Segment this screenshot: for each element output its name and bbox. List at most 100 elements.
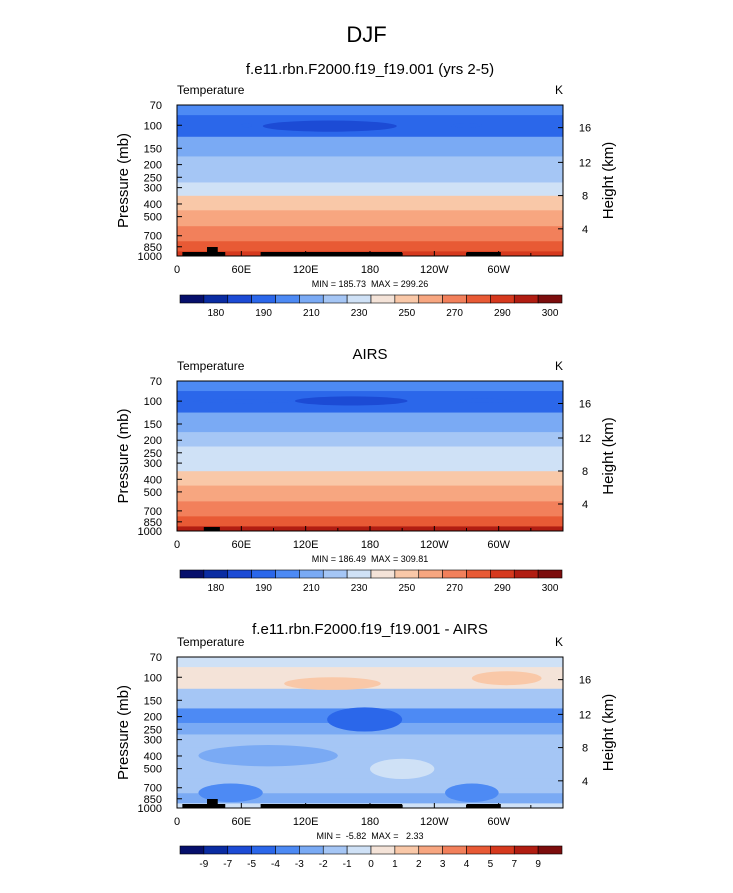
topography-mask — [182, 252, 226, 256]
colorbar-label: 270 — [446, 583, 463, 594]
y2-tick-label: 12 — [579, 433, 591, 445]
contour-patch — [327, 707, 403, 732]
colorbar-box — [490, 569, 515, 579]
colorbar-label: 290 — [494, 583, 511, 594]
level-band — [177, 105, 563, 116]
y-tick-label: 1000 — [138, 803, 162, 815]
colorbar-box — [513, 845, 539, 855]
y-tick-label: 500 — [144, 764, 162, 776]
contour-patch — [198, 745, 338, 767]
figure-title: DJF — [346, 22, 386, 47]
contour-patch — [262, 120, 397, 132]
plot-area — [177, 381, 563, 531]
x-tick-label: 60E — [232, 816, 252, 828]
y2-tick-label: 8 — [582, 466, 588, 478]
colorbar-label: 180 — [207, 308, 224, 319]
level-band — [177, 136, 563, 158]
y2-tick-label: 4 — [582, 224, 588, 236]
colorbar-label: -4 — [271, 859, 280, 870]
y-tick-label: 400 — [144, 751, 162, 763]
colorbar-label: 300 — [542, 308, 559, 319]
colorbar-box — [466, 569, 491, 579]
contour-patch — [450, 398, 515, 403]
panel-1: f.e11.rbn.F2000.f19_f19.001 (yrs 2-5)Tem… — [115, 61, 617, 319]
y-tick-label: 700 — [144, 506, 162, 518]
y-tick-label: 1000 — [138, 526, 162, 538]
panel-2: AIRS Temperature K 0 60E 120E 180 120W 60W 70 100 1… — [115, 346, 617, 594]
y-tick-label: 700 — [144, 783, 162, 795]
panel-3: f.e11.rbn.F2000.f19_f19.001 - AIRS Temper… — [115, 621, 617, 870]
y2-axis-title: Height (km) — [600, 694, 617, 772]
panel-units-label: K — [555, 635, 563, 649]
colorbar-box — [442, 294, 467, 304]
panel-title: f.e11.rbn.F2000.f19_f19.001 (yrs 2-5) — [246, 61, 494, 78]
y-tick-label: 300 — [144, 735, 162, 747]
y-tick-label: 100 — [144, 120, 162, 132]
min-max-stats: MIN = 186.49 MAX = 309.81 — [312, 554, 429, 564]
x-tick-label: 60W — [487, 539, 510, 551]
level-band — [177, 170, 563, 184]
colorbar-box — [442, 845, 467, 855]
colorbar-label: 250 — [398, 308, 415, 319]
level-band — [177, 471, 563, 487]
y2-axis-title: Height (km) — [600, 417, 617, 495]
level-band — [177, 182, 563, 197]
level-band — [177, 457, 563, 472]
colorbar-box — [442, 569, 467, 579]
colorbar-box — [466, 845, 491, 855]
x-tick-label: 120W — [420, 816, 449, 828]
colorbar-box — [370, 294, 396, 304]
colorbar-box — [513, 569, 539, 579]
colorbar-box — [203, 845, 229, 855]
y-tick-label: 300 — [144, 458, 162, 470]
y-axis-title: Pressure (mb) — [115, 685, 132, 780]
x-tick-label: 60W — [487, 816, 510, 828]
y2-tick-label: 16 — [579, 123, 591, 135]
colorbar-box — [370, 845, 396, 855]
y2-tick-label: 12 — [579, 709, 591, 721]
y2-tick-label: 8 — [582, 191, 588, 203]
contour-patch — [198, 783, 263, 803]
y2-axis-title: Height (km) — [600, 142, 617, 220]
topography-mask — [182, 804, 226, 808]
colorbar-label: 180 — [207, 583, 224, 594]
y-tick-label: 700 — [144, 231, 162, 243]
colorbar-box — [537, 569, 563, 579]
level-band — [177, 241, 563, 252]
level-band — [177, 446, 563, 459]
x-tick-label: 180 — [361, 264, 379, 276]
colorbar-box — [179, 569, 205, 579]
colorbar-label: 190 — [255, 308, 272, 319]
colorbar-label: 210 — [303, 583, 320, 594]
y-tick-label: 200 — [144, 435, 162, 447]
level-band — [177, 226, 563, 242]
contour-patch — [445, 783, 499, 803]
colorbar-label: 5 — [488, 859, 494, 870]
x-tick-label: 0 — [174, 816, 180, 828]
colorbar-box — [418, 294, 443, 304]
colorbar-label: -1 — [343, 859, 352, 870]
y-tick-label: 250 — [144, 172, 162, 184]
topography-mask — [260, 804, 403, 808]
panel-variable-label: Temperature — [177, 635, 245, 649]
y-tick-label: 500 — [144, 212, 162, 224]
colorbar-label: 230 — [351, 308, 368, 319]
colorbar-box — [251, 569, 276, 579]
colorbar-box — [227, 569, 252, 579]
min-max-stats: MIN = 185.73 MAX = 299.26 — [312, 279, 429, 289]
colorbar-label: 250 — [398, 583, 415, 594]
colorbar-box — [370, 569, 396, 579]
y2-tick-label: 12 — [579, 157, 591, 169]
colorbar-label: -7 — [223, 859, 232, 870]
y-tick-label: 70 — [150, 376, 162, 388]
colorbar-box — [227, 294, 252, 304]
y-tick-label: 250 — [144, 448, 162, 460]
colorbar-box — [418, 569, 443, 579]
y-tick-label: 300 — [144, 183, 162, 195]
y2-tick-label: 4 — [582, 499, 588, 511]
y2-tick-label: 16 — [579, 399, 591, 411]
colorbar-box — [322, 569, 348, 579]
y-tick-label: 400 — [144, 474, 162, 486]
